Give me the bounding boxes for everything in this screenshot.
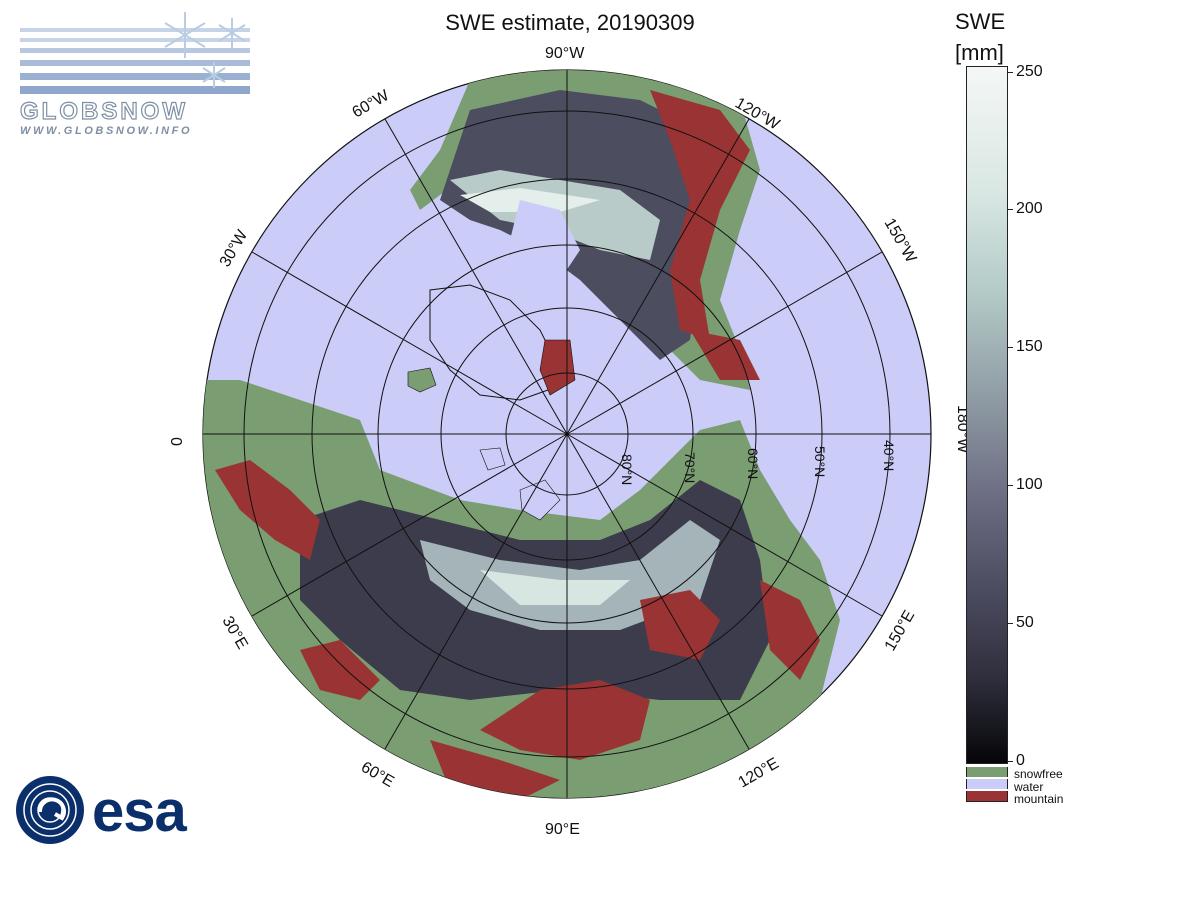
- esa-logo-icon: [16, 776, 84, 844]
- novaya-zemlya: [519, 479, 561, 521]
- mountain-central-asia: [480, 680, 650, 760]
- mountain-alaska: [690, 330, 760, 380]
- colorbar-title-line2: [mm]: [955, 40, 1004, 65]
- legend-label-water: water: [1014, 780, 1044, 794]
- colorbar-label-150: 150: [1016, 338, 1043, 355]
- lon-label-60w: 60°W: [350, 87, 393, 122]
- legend-label-mountain: mountain: [1014, 792, 1064, 806]
- lat-label-80n: 80°N: [619, 454, 635, 485]
- globsnow-wordmark: GLOBSNOW: [19, 97, 188, 125]
- colorbar: [966, 66, 1008, 764]
- svalbard: [479, 447, 506, 471]
- globsnow-url: WWW.GLOBSNOW.INFO: [20, 125, 193, 137]
- lon-label-90e: 90°E: [545, 821, 580, 838]
- map-title: SWE estimate, 20190309: [445, 10, 695, 35]
- legend-swatch-mountain: [966, 791, 1008, 802]
- legend-swatch-snowfree: [966, 767, 1008, 777]
- lon-label-30e: 30°E: [219, 614, 251, 653]
- eurasia-snow-bright: [480, 570, 630, 605]
- lon-label-0: 0: [169, 437, 186, 446]
- colorbar-tick: [1007, 485, 1013, 486]
- mountain-siberia: [640, 590, 720, 660]
- colorbar-title: SWE [mm]: [955, 6, 1005, 68]
- meridians: [203, 70, 931, 798]
- hudson-bay: [510, 200, 580, 280]
- lat-label-50n: 50°N: [812, 446, 828, 477]
- mountain-ellesmere: [539, 339, 576, 396]
- colorbar-tick: [1007, 347, 1013, 348]
- colorbar-tick: [1007, 623, 1013, 624]
- esa-wordmark: esa: [92, 779, 187, 844]
- namerica-snow-bright: [460, 188, 600, 212]
- lat-label-60n: 60°N: [745, 448, 761, 479]
- colorbar-label-0: 0: [1016, 752, 1025, 769]
- colorbar-title-line1: SWE: [955, 9, 1006, 34]
- lon-label-90w: 90°W: [545, 45, 585, 62]
- colorbar-label-50: 50: [1016, 614, 1034, 631]
- iceland: [407, 367, 437, 393]
- mountain-caucasus: [300, 640, 380, 700]
- mountain-scandinavia: [215, 460, 320, 560]
- colorbar-tick: [1007, 209, 1013, 210]
- colorbar-tick: [1007, 761, 1013, 762]
- colorbar-label-250: 250: [1016, 63, 1043, 80]
- lat-label-70n: 70°N: [682, 452, 698, 483]
- colorbar-tick: [1007, 72, 1013, 73]
- lon-label-60e: 60°E: [358, 759, 397, 791]
- snowflake-icon: [164, 12, 246, 88]
- legend-swatch-water: [966, 779, 1008, 789]
- lon-label-150e: 150°E: [882, 608, 919, 654]
- colorbar-label-100: 100: [1016, 476, 1043, 493]
- colorbar-label-200: 200: [1016, 200, 1043, 217]
- lat-label-40n: 40°N: [881, 440, 897, 471]
- mountain-far-east: [760, 580, 820, 680]
- lon-label-120e: 120°E: [736, 755, 782, 792]
- globsnow-logo: [20, 12, 250, 94]
- legend-label-snowfree: snowfree: [1014, 767, 1063, 781]
